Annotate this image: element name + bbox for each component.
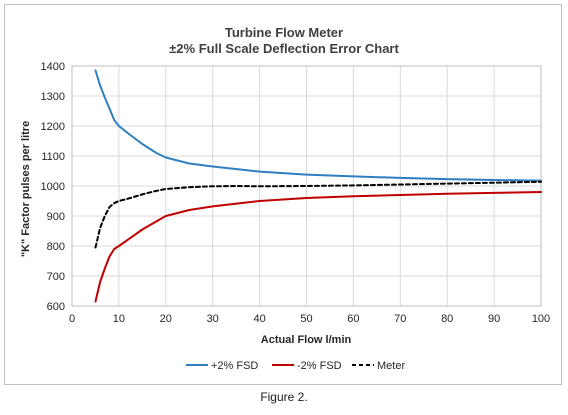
y-tick-label: 900 — [47, 211, 65, 223]
x-tick-label: 10 — [113, 313, 125, 325]
x-tick-label: 100 — [532, 313, 550, 325]
x-tick-label: 90 — [488, 313, 500, 325]
legend-label-1: +2% FSD — [211, 360, 258, 372]
x-tick-label: 30 — [207, 313, 219, 325]
x-axis-title: Actual Flow l/min — [261, 334, 352, 346]
x-tick-label: 70 — [394, 313, 406, 325]
series-lines — [94, 69, 542, 303]
series-line-2 — [94, 191, 542, 303]
y-tick-label: 1400 — [41, 61, 65, 73]
series-line-3 — [94, 180, 542, 249]
x-tick-label: 20 — [160, 313, 172, 325]
y-tick-labels: 600 700 800 900 1000 1100 1200 1300 1400 — [41, 61, 65, 313]
grid-lines — [71, 65, 542, 307]
series-line-1 — [94, 69, 542, 182]
chart-title: Turbine Flow Meter — [225, 25, 343, 40]
x-tick-label: 40 — [253, 313, 265, 325]
x-tick-label: 50 — [300, 313, 312, 325]
plot-area — [71, 65, 542, 307]
y-tick-label: 600 — [47, 301, 65, 313]
x-tick-label: 80 — [441, 313, 453, 325]
chart-frame: Turbine Flow Meter ±2% Full Scale Deflec… — [4, 4, 562, 385]
legend-label-2: -2% FSD — [297, 360, 342, 372]
y-tick-label: 800 — [47, 241, 65, 253]
x-tick-label: 0 — [69, 313, 75, 325]
figure-caption: Figure 2. — [260, 390, 308, 404]
chart-svg: Turbine Flow Meter ±2% Full Scale Deflec… — [20, 25, 550, 372]
y-tick-label: 1100 — [41, 151, 65, 163]
y-tick-label: 1000 — [41, 181, 65, 193]
y-axis-title: "K" Factor pulses per litre — [20, 121, 32, 257]
y-tick-label: 1200 — [41, 121, 65, 133]
y-tick-label: 700 — [47, 271, 65, 283]
y-tick-label: 1300 — [41, 91, 65, 103]
chart-subtitle: ±2% Full Scale Deflection Error Chart — [169, 41, 399, 56]
x-tick-labels: 0 10 20 30 40 50 60 70 80 90 100 — [69, 313, 550, 325]
legend: +2% FSD -2% FSD Meter — [186, 360, 405, 372]
legend-label-3: Meter — [377, 360, 405, 372]
x-tick-label: 60 — [347, 313, 359, 325]
